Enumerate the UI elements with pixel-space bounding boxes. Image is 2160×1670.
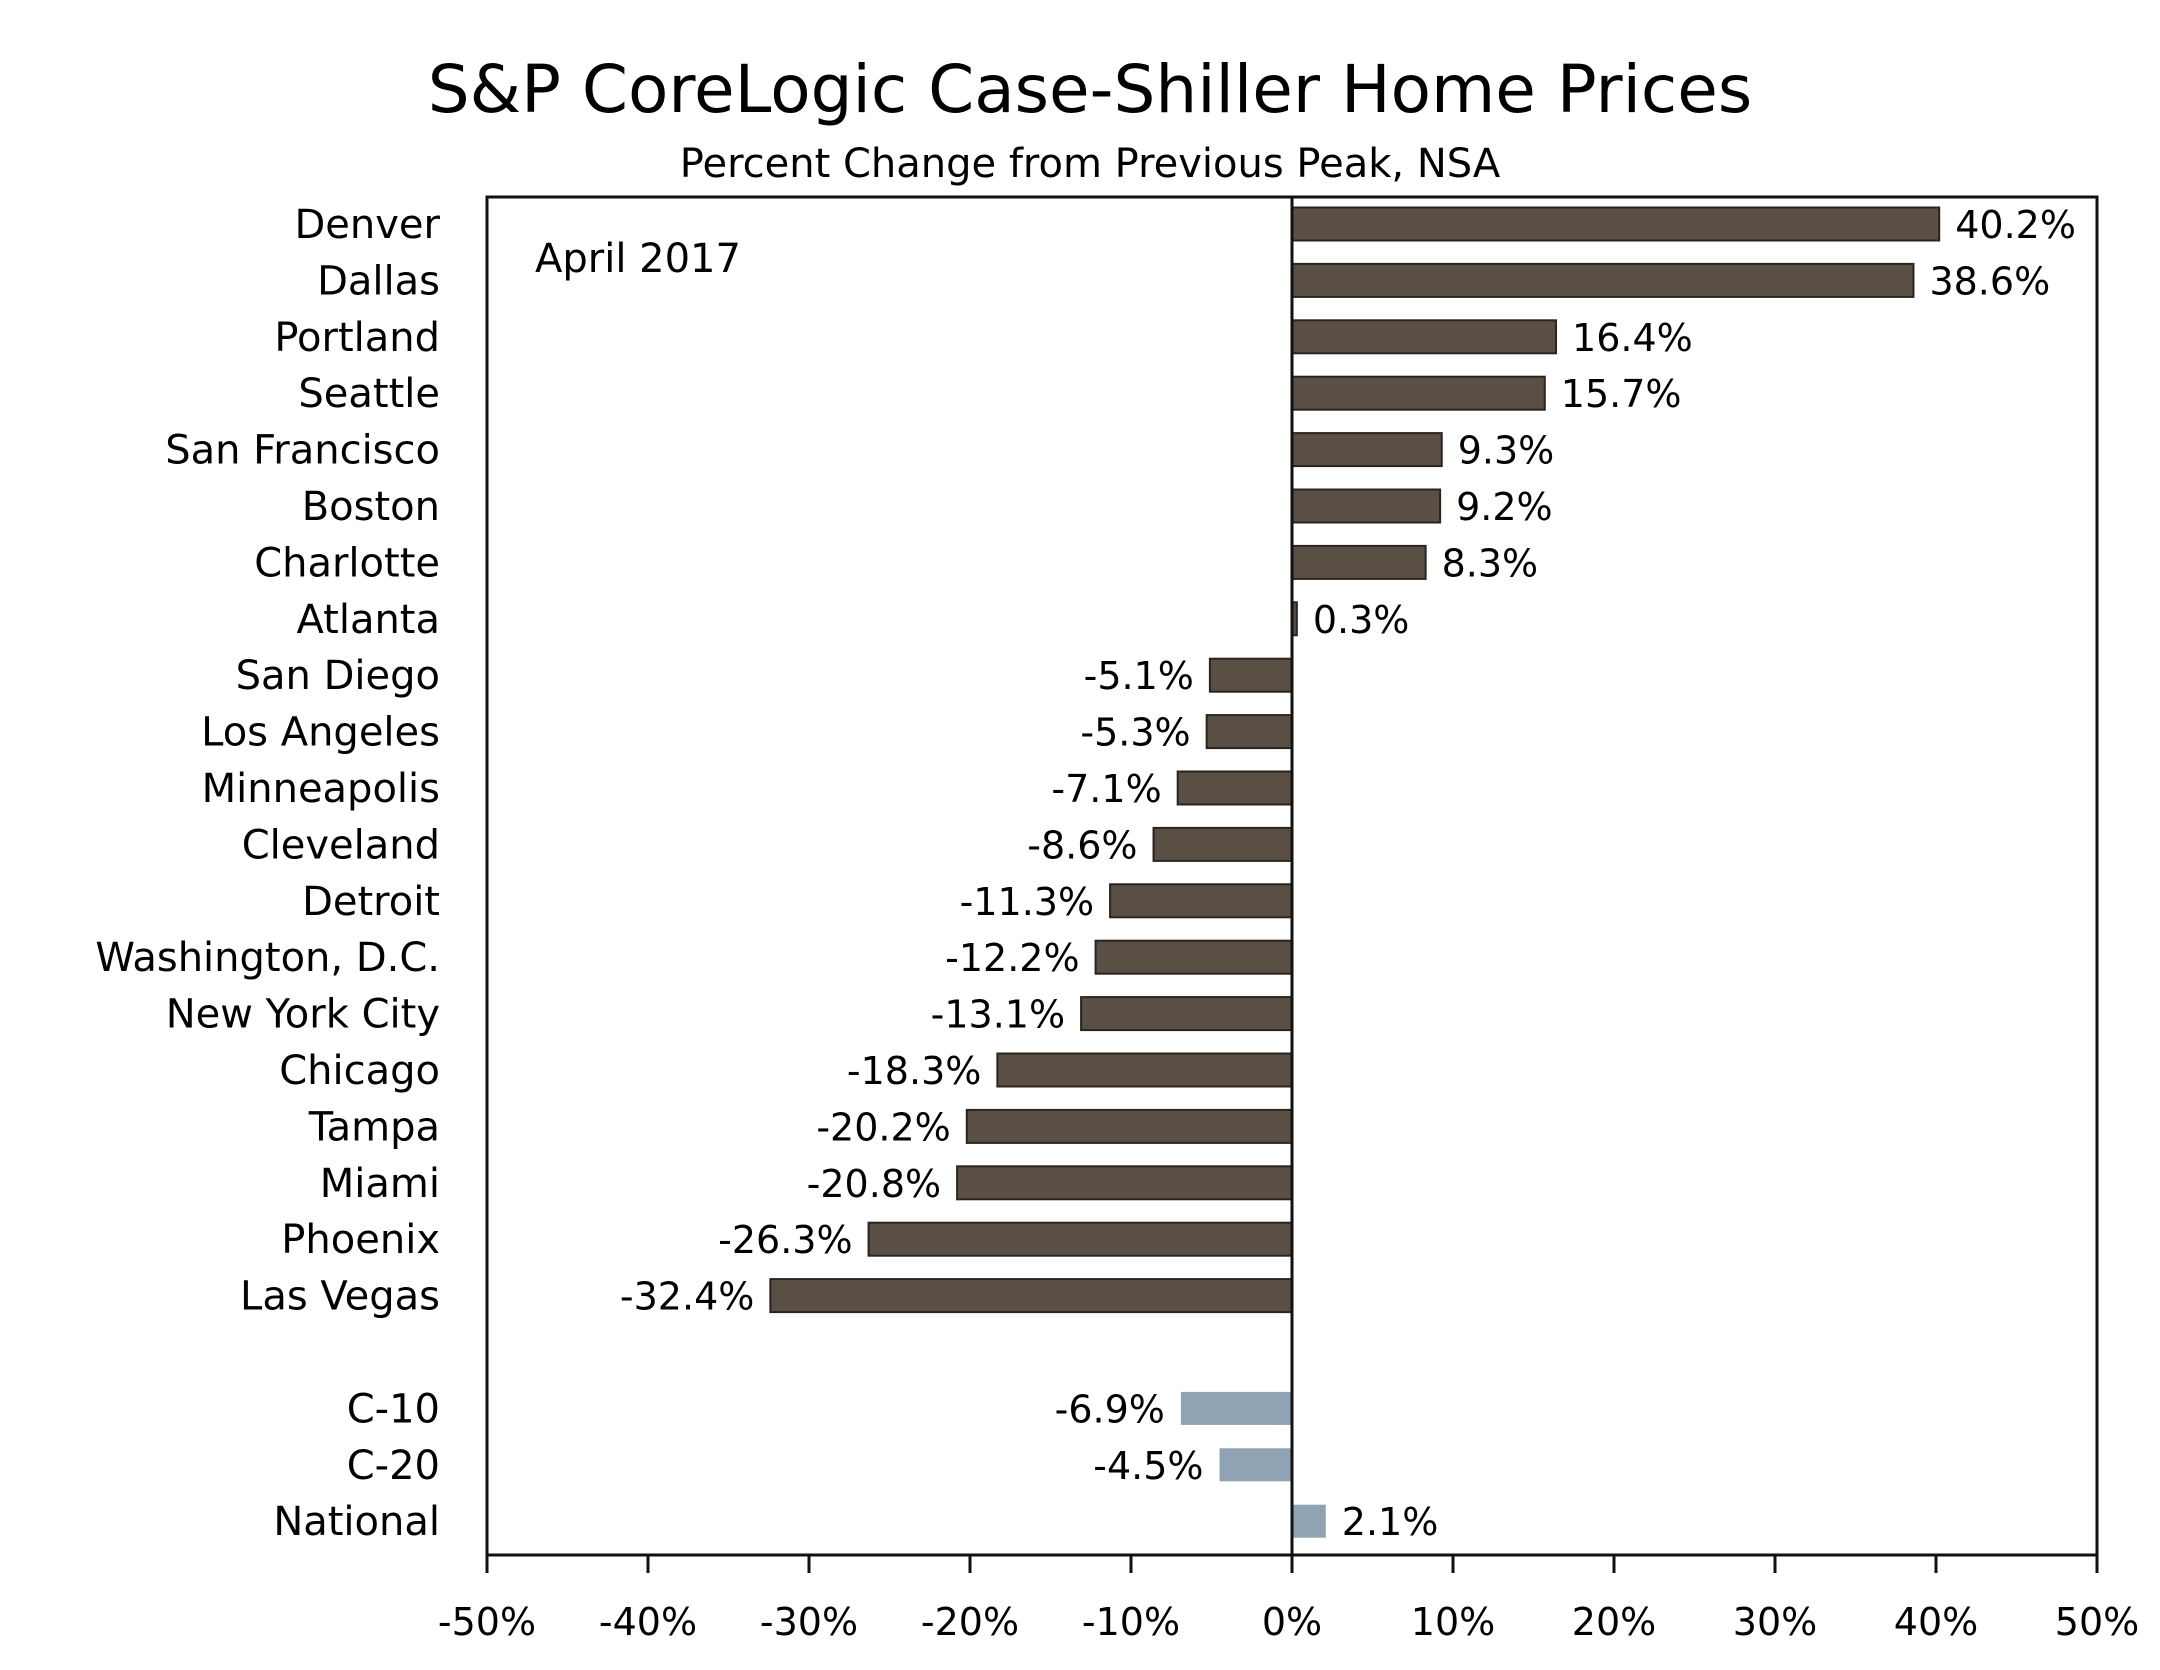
value-label-washington-d-c: -12.2% (945, 936, 1079, 980)
bar-phoenix (867, 1221, 1293, 1257)
value-label-las-vegas: -32.4% (620, 1275, 754, 1319)
value-label-tampa: -20.2% (816, 1105, 950, 1149)
category-label-boston: Boston (302, 484, 440, 530)
value-label-portland: 16.4% (1572, 316, 1693, 360)
value-label-c-10: -6.9% (1055, 1387, 1165, 1431)
x-tick-label: 10% (1411, 1600, 1495, 1644)
category-label-cleveland: Cleveland (242, 822, 440, 868)
category-label-phoenix: Phoenix (281, 1217, 440, 1263)
value-label-los-angeles: -5.3% (1080, 711, 1190, 755)
bar-national (1292, 1504, 1326, 1538)
date-annotation: April 2017 (535, 236, 741, 282)
x-tick-label: -30% (760, 1600, 858, 1644)
bar-san-diego (1208, 657, 1294, 693)
bar-new-york-city (1080, 996, 1293, 1032)
bar-los-angeles (1205, 714, 1294, 750)
value-label-minneapolis: -7.1% (1051, 767, 1161, 811)
category-label-portland: Portland (274, 315, 440, 361)
category-label-chicago: Chicago (279, 1048, 440, 1094)
value-label-c-20: -4.5% (1093, 1444, 1203, 1488)
category-label-tampa: Tampa (308, 1104, 440, 1150)
chart-title: S&P CoreLogic Case-Shiller Home Prices (428, 51, 1752, 128)
x-axis-ticks: -50% -40% -30% -20% -10% 0% 10% 20% 30% 40% 50% (438, 1555, 2139, 1644)
bar-charlotte (1291, 544, 1427, 580)
value-label-boston: 9.2% (1456, 485, 1553, 529)
bar-portland (1291, 319, 1558, 355)
bar-chicago (996, 1052, 1293, 1088)
bar-las-vegas (769, 1278, 1293, 1314)
bars-group (769, 206, 1941, 1538)
category-label-san-francisco: San Francisco (165, 428, 440, 474)
category-labels: Denver Dallas Portland Seattle San Francisco… (95, 202, 440, 1545)
x-tick-label: -50% (438, 1600, 536, 1644)
bar-miami (956, 1165, 1293, 1201)
category-label-national: National (273, 1499, 440, 1545)
x-tick-label: -20% (921, 1600, 1019, 1644)
bar-c-10 (1180, 1391, 1292, 1425)
x-tick-label: 20% (1572, 1600, 1656, 1644)
x-tick-label: 50% (2055, 1600, 2139, 1644)
bar-boston (1291, 488, 1442, 524)
x-tick-label: -10% (1082, 1600, 1180, 1644)
x-tick-label: -40% (599, 1600, 697, 1644)
category-label-los-angeles: Los Angeles (201, 710, 440, 756)
bar-c-20 (1219, 1448, 1292, 1482)
value-label-seattle: 15.7% (1561, 372, 1682, 416)
value-label-san-francisco: 9.3% (1458, 429, 1555, 473)
value-label-dallas: 38.6% (1929, 259, 2050, 303)
value-label-charlotte: 8.3% (1442, 541, 1539, 585)
x-tick-label: 40% (1894, 1600, 1978, 1644)
bar-tampa (965, 1108, 1294, 1144)
category-label-detroit: Detroit (302, 879, 440, 925)
value-label-denver: 40.2% (1955, 203, 2076, 247)
category-label-denver: Denver (295, 202, 441, 248)
value-labels: 40.2% 38.6% 16.4% 15.7%9.3% 9.2% 8.3% 0.3% -5.1… (620, 203, 2076, 1544)
bar-denver (1291, 206, 1941, 242)
category-label-new-york-city: New York City (166, 992, 440, 1038)
x-tick-label: 30% (1733, 1600, 1817, 1644)
value-label-san-diego: -5.1% (1084, 654, 1194, 698)
value-label-cleveland: -8.6% (1027, 823, 1137, 867)
value-label-phoenix: -26.3% (718, 1218, 852, 1262)
value-label-new-york-city: -13.1% (931, 993, 1065, 1037)
bar-seattle (1291, 375, 1546, 411)
category-label-c-20: C-20 (347, 1443, 440, 1489)
bar-san-francisco (1291, 432, 1443, 468)
bar-washington-d-c (1094, 939, 1293, 975)
category-label-san-diego: San Diego (236, 653, 440, 699)
value-label-chicago: -18.3% (847, 1049, 981, 1093)
value-label-atlanta: 0.3% (1313, 598, 1410, 642)
category-label-c-10: C-10 (347, 1386, 440, 1432)
bar-cleveland (1152, 826, 1294, 862)
value-label-detroit: -11.3% (960, 880, 1094, 924)
category-label-seattle: Seattle (298, 371, 440, 417)
value-label-national: 2.1% (1342, 1500, 1439, 1544)
bar-detroit (1109, 883, 1293, 919)
x-tick-label: 0% (1262, 1600, 1322, 1644)
category-label-dallas: Dallas (317, 258, 440, 304)
category-label-minneapolis: Minneapolis (202, 766, 440, 812)
chart-subtitle: Percent Change from Previous Peak, NSA (680, 141, 1501, 187)
bar-dallas (1291, 262, 1915, 298)
bar-minneapolis (1176, 770, 1293, 806)
category-label-charlotte: Charlotte (254, 540, 440, 586)
category-label-las-vegas: Las Vegas (240, 1274, 440, 1320)
value-label-miami: -20.8% (807, 1162, 941, 1206)
category-label-atlanta: Atlanta (296, 597, 440, 643)
category-label-miami: Miami (320, 1161, 440, 1207)
category-label-washington-d-c: Washington, D.C. (95, 935, 440, 981)
